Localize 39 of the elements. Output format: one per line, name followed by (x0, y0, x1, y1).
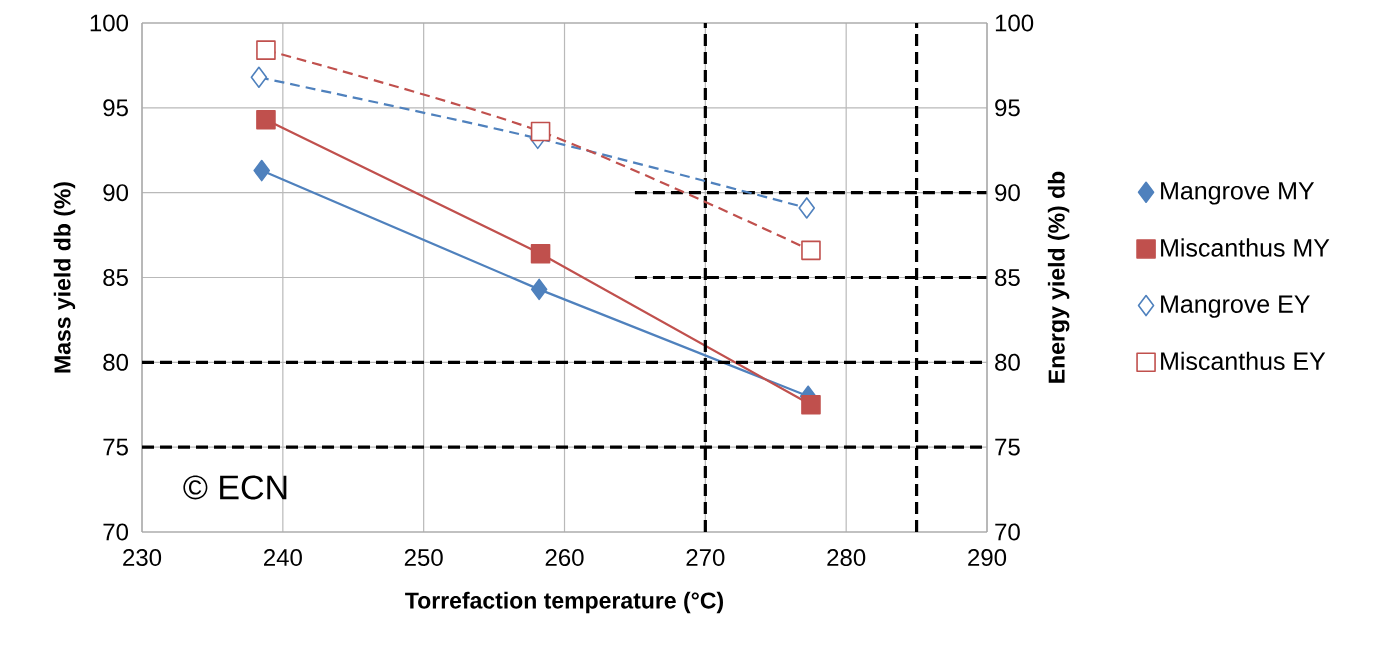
x-tick-label: 290 (968, 549, 1007, 567)
y2-tick-label: 95 (995, 99, 1020, 117)
y-tick-label: 95 (103, 99, 128, 117)
x-tick-label: 280 (827, 549, 866, 567)
x-tick-label: 230 (123, 549, 162, 567)
y-tick-label: 70 (103, 523, 129, 541)
y2-tick-label: 70 (995, 523, 1020, 541)
point (250, 66, 268, 89)
y2-tick-label: 75 (995, 438, 1020, 456)
x-axis-title: Torrefaction temperature (°C) (405, 591, 723, 614)
point (530, 243, 551, 264)
x-tick-label: 260 (545, 549, 584, 567)
y2-axis-title: Energy yield (%) db (1047, 171, 1070, 383)
y2-tick-label: 85 (995, 269, 1020, 286)
point (256, 40, 276, 60)
y-tick-label: 100 (90, 14, 129, 32)
legend-label: Mangrove EY (1161, 295, 1310, 318)
point (530, 278, 548, 301)
point (530, 121, 551, 142)
y2-tick-label: 100 (995, 14, 1034, 32)
x-tick-label: 270 (686, 549, 725, 567)
y-tick-label: 75 (103, 438, 128, 456)
point (256, 109, 276, 130)
point (798, 197, 816, 219)
y2-tick-label: 90 (995, 184, 1020, 202)
legend-label: Mangrove MY (1161, 182, 1315, 205)
y-tick-label: 90 (103, 184, 129, 202)
legend-label: Miscanthus MY (1161, 238, 1330, 257)
x-tick-label: 240 (264, 549, 302, 567)
y-tick-label: 80 (103, 353, 129, 371)
y-tick-label: 85 (103, 269, 128, 286)
point (801, 240, 821, 261)
x-tick-label: 250 (404, 549, 443, 567)
point (801, 394, 821, 415)
legend-label: Miscanthus EY (1161, 351, 1326, 371)
annotation: © ECN (183, 475, 287, 500)
y-axis-title: Mass yield db (%) (53, 182, 76, 373)
point (253, 159, 271, 182)
y2-tick-label: 80 (995, 353, 1020, 371)
